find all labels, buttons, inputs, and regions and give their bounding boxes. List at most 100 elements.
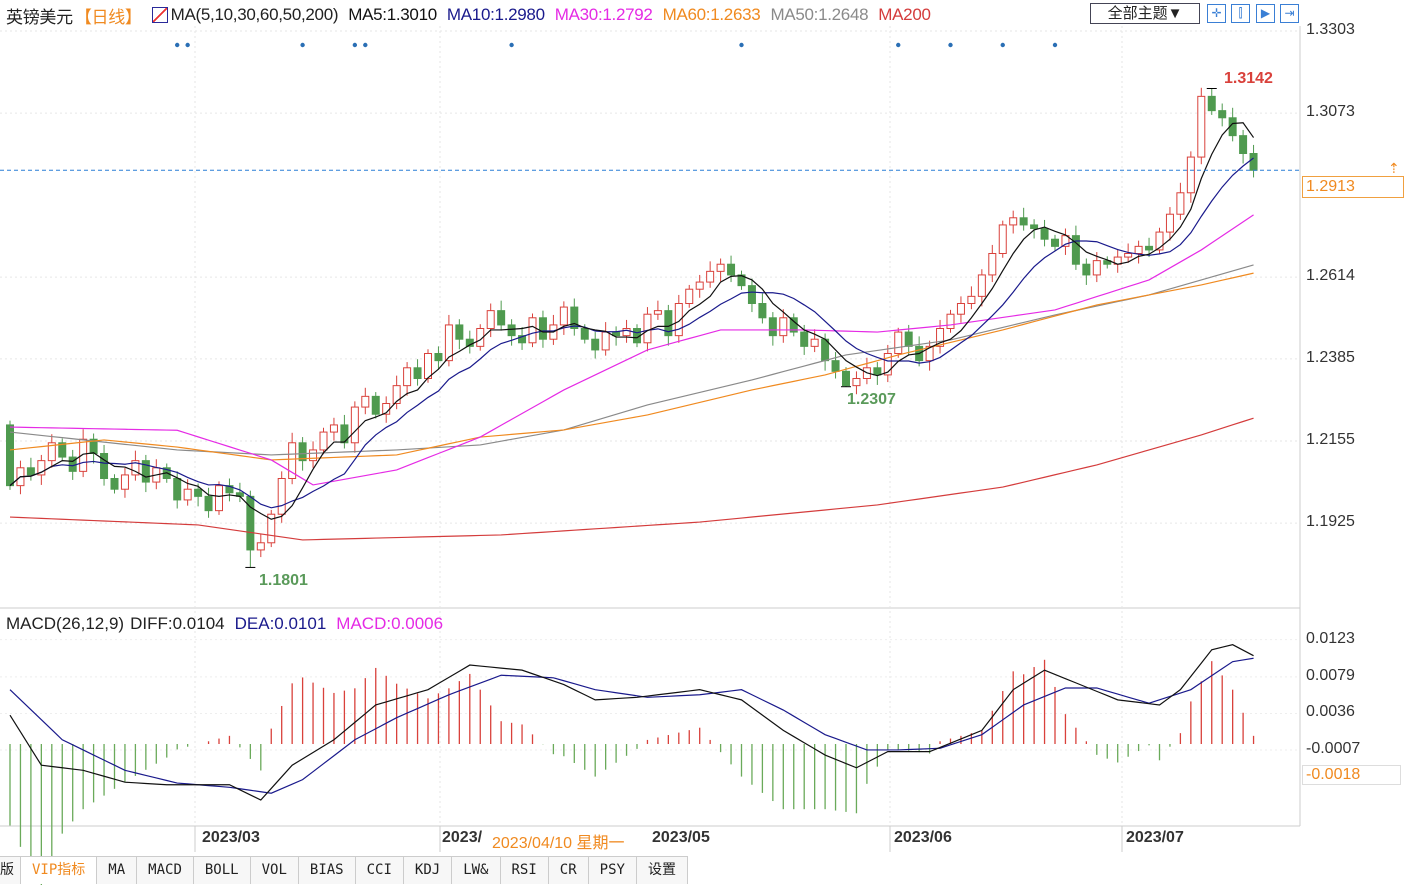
price-tick-label: 1.3073 (1306, 103, 1355, 121)
candle-up (350, 406, 359, 444)
event-marker-dot (185, 42, 190, 48)
price-tick-label: 1.3303 (1306, 21, 1355, 38)
candle-up (716, 263, 725, 272)
candle-down (1071, 235, 1080, 265)
macd-tick-label: 0.0123 (1306, 629, 1355, 647)
candle-down (455, 324, 464, 340)
crosshair-icon[interactable]: ✛ (1207, 4, 1226, 23)
candle-up (998, 224, 1007, 255)
tab-rsi[interactable]: RSI (500, 857, 549, 884)
tab-board[interactable]: 版 (0, 857, 21, 884)
x-label-mar: 2023/03 (202, 829, 260, 846)
candle-down (1249, 153, 1258, 171)
tab-bias[interactable]: BIAS (298, 857, 356, 884)
tab-cci[interactable]: CCI (355, 857, 404, 884)
event-marker-dot (300, 42, 305, 48)
candle-down (727, 263, 736, 276)
candle-down (1030, 224, 1039, 230)
candle-down (194, 488, 203, 497)
price-tick-label: 1.2155 (1306, 431, 1355, 448)
candle-down (1218, 110, 1227, 119)
ma-chart-icon[interactable] (151, 7, 168, 23)
candle-down (100, 453, 109, 479)
candle-down (904, 331, 913, 347)
candle-down (1040, 228, 1049, 240)
ma30-value: MA30:1.2792 (554, 5, 653, 24)
candle-up (1134, 245, 1143, 255)
tab-boll[interactable]: BOLL (193, 857, 251, 884)
candle-up (622, 328, 631, 337)
candle-down (1051, 238, 1059, 247)
event-marker-dot (1000, 42, 1005, 48)
tab-vip[interactable]: VIP指标 (21, 857, 98, 884)
tab-kdj[interactable]: KDJ (403, 857, 453, 884)
tab-vol[interactable]: VOL (250, 857, 299, 884)
macd-tick-label: 0.0079 (1306, 666, 1355, 684)
candle-down (737, 274, 746, 287)
candle-up (183, 488, 192, 501)
candle-up (403, 367, 412, 387)
ma5-value: MA5:1.3010 (348, 5, 437, 24)
candle-down (831, 360, 840, 372)
candle-down (747, 285, 756, 304)
candle-up (267, 513, 276, 544)
candle-up (643, 313, 652, 344)
macd-current-label: -0.0018 (1302, 765, 1401, 785)
candle-up (988, 253, 997, 276)
candle-up (329, 424, 338, 433)
macd-diff: DIFF:0.0104 (130, 614, 225, 633)
macd-header: MACD(26,12,9) DIFF:0.0104 DEA:0.0101 MAC… (6, 614, 453, 634)
candle-down (1103, 260, 1112, 265)
exit-icon[interactable]: ⇥ (1280, 4, 1299, 23)
tab-ma[interactable]: MA (97, 857, 138, 884)
event-marker-dot (1052, 42, 1058, 48)
symbol-title: 英镑美元 (6, 7, 73, 27)
candle-down (225, 485, 234, 494)
event-marker-dot (739, 42, 744, 48)
candle-down (26, 467, 35, 476)
candle-down (873, 367, 882, 376)
tab-lwr[interactable]: LW& (452, 857, 501, 884)
candle-down (580, 328, 589, 340)
ma10-line (9, 157, 1254, 509)
candle-up (977, 274, 986, 297)
candle-up (1124, 253, 1133, 258)
candle-up (1092, 260, 1101, 276)
candle-up (653, 310, 662, 315)
x-label-jul: 2023/07 (1126, 829, 1184, 846)
candle-down (758, 303, 767, 319)
high-annotation: 1.3142 (1224, 70, 1273, 87)
ma60-line (9, 272, 1254, 461)
candle-down (664, 310, 673, 337)
tab-psy[interactable]: PSY (588, 857, 637, 884)
period-label[interactable]: 【日线】 (74, 7, 142, 27)
play-icon[interactable]: ▶ (1256, 4, 1275, 23)
event-marker-dot (509, 42, 514, 48)
ma-params: MA(5,10,30,60,50,200) (170, 5, 339, 24)
candle-up (883, 353, 892, 376)
candle-up (319, 431, 328, 451)
candle-down (298, 442, 307, 462)
candle-up (1009, 217, 1018, 226)
macd-dea: DEA:0.0101 (234, 614, 327, 633)
candle-up (444, 324, 453, 362)
ma50-value: MA50:1.2648 (770, 5, 869, 24)
candle-up (967, 295, 976, 305)
candle-down (1019, 217, 1028, 226)
candle-down (538, 317, 547, 340)
x-label-may: 2023/05 (652, 829, 710, 846)
candle-up (601, 331, 610, 351)
candle-down (518, 335, 527, 344)
tab-settings[interactable]: 设置 (636, 857, 688, 884)
candle-down (141, 460, 150, 483)
macd-title: MACD(26,12,9) (6, 614, 125, 633)
price-tick-label: 1.2614 (1306, 267, 1355, 285)
tab-cr[interactable]: CR (548, 857, 589, 884)
zoom-in-icon[interactable]: ⫿ (1231, 4, 1250, 23)
theme-dropdown[interactable]: 全部主题▼ (1090, 3, 1200, 24)
tab-macd[interactable]: MACD (137, 857, 194, 884)
macd-tick-label: 0.0036 (1306, 703, 1355, 721)
candle-up (1155, 231, 1164, 251)
macd-value: MACD:0.0006 (336, 614, 444, 633)
